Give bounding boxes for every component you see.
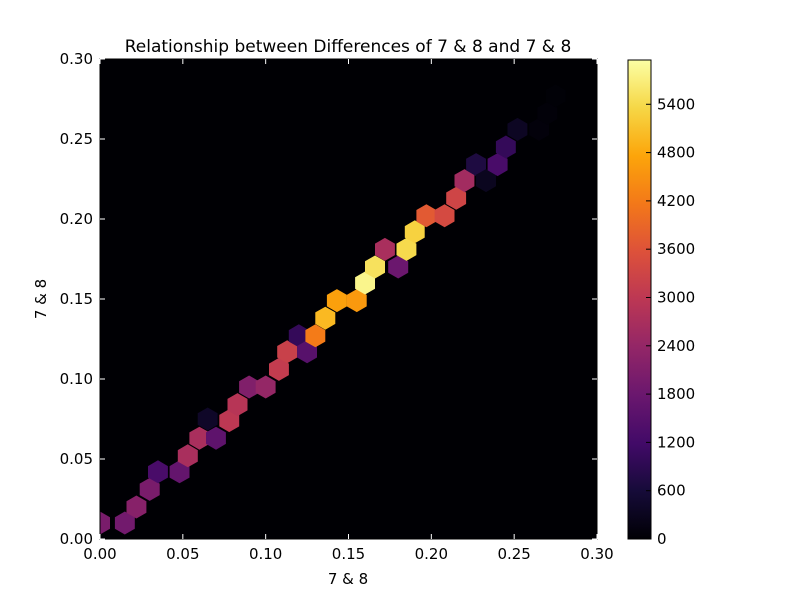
hexbin-cell-6	[177, 444, 198, 468]
x-tick-label: 0.15	[332, 545, 365, 563]
hexbin-cell-9	[206, 426, 226, 450]
x-axis-label: 7 & 8	[328, 570, 368, 588]
hexbin-cell-4	[148, 460, 168, 484]
hexbin-cell-30	[446, 186, 467, 210]
colorbar-tick-label: 2400	[657, 337, 695, 355]
y-tick-label: 0.15	[60, 290, 93, 308]
colorbar-ticks: 0 600 1200 1800 2400 3000 3600 4200 4800 5400	[646, 95, 695, 548]
hexbin-cell-28	[416, 204, 437, 228]
hexbin-cell-20	[326, 289, 347, 313]
hexbin-cell-24	[375, 237, 395, 261]
hexbin-cell-38	[537, 101, 558, 125]
hexbin-cell-25	[388, 255, 409, 279]
hexbin-cell-7	[189, 426, 210, 450]
x-tick-label: 0.05	[166, 545, 199, 563]
colorbar-tick-label: 4200	[657, 192, 695, 210]
hexbin-cell-5	[169, 460, 190, 484]
hexbin-cell-21	[346, 289, 367, 313]
hexbin-cell-19	[315, 306, 336, 330]
hexbin-cell-2	[126, 495, 147, 519]
y-axis-label: 7 & 8	[32, 279, 50, 319]
y-tick-label: 0.25	[60, 130, 93, 148]
hexbin-cell-26	[396, 237, 417, 261]
hexbin-cell-10	[219, 409, 240, 433]
hexbin-cell-33	[476, 169, 496, 193]
y-tick-label: 0.20	[60, 210, 93, 228]
colorbar-tick-label: 1200	[657, 433, 695, 451]
hexbin-cell-29	[434, 204, 455, 228]
colorbar-tick-label: 3600	[657, 240, 695, 258]
hexbin-cell-11	[227, 393, 248, 417]
hexbin-cell-18	[305, 324, 326, 348]
hexbin-cell-12	[239, 375, 260, 399]
colorbar-tick-label: 600	[657, 482, 686, 500]
x-tick-label: 0.25	[497, 545, 530, 563]
y-tick-label: 0.00	[60, 530, 93, 548]
hexbin-cell-39	[545, 84, 566, 108]
hexbin-cell-34	[487, 153, 508, 177]
hexbin-cell-0	[100, 511, 110, 535]
y-axis: 0.00 0.05 0.10 0.15 0.20 0.25 0.30	[60, 50, 597, 548]
x-tick-label: 0.30	[580, 545, 613, 563]
hexbin-cell-27	[404, 220, 425, 244]
x-axis: 0.00 0.05 0.10 0.15 0.20 0.25 0.30	[83, 59, 614, 563]
hexbin-cell-23	[365, 255, 385, 279]
hexbin-cell-17	[297, 340, 317, 364]
y-tick-label: 0.10	[60, 370, 93, 388]
x-tick-label: 0.10	[249, 545, 282, 563]
hexbin-cell-13	[255, 375, 276, 399]
hexbin-cell-31	[454, 169, 475, 193]
hexbin-cell-16	[288, 324, 309, 348]
colorbar-tick-label: 0	[657, 530, 667, 548]
hexbin-cell-37	[529, 117, 549, 141]
hexbin-cell-1	[114, 511, 135, 535]
colorbar-tick-label: 3000	[657, 288, 695, 306]
hexbin-cell-15	[277, 340, 298, 364]
colorbar-tick-label: 4800	[657, 144, 695, 162]
hexbin-cell-8	[197, 407, 218, 431]
y-tick-label: 0.30	[60, 50, 93, 68]
hexbin-cell-32	[466, 153, 486, 177]
hexbin-cell-22	[355, 271, 375, 295]
colorbar-tick-label: 1800	[657, 385, 695, 403]
chart-title: Relationship between Differences of 7 & …	[125, 37, 572, 57]
colorbar-gradient	[627, 59, 652, 540]
colorbar-tick-label: 5400	[657, 95, 695, 113]
y-tick-label: 0.05	[60, 450, 93, 468]
x-tick-label: 0.20	[415, 545, 448, 563]
hexbin-cell-35	[495, 135, 516, 159]
hexbin-cell-14	[269, 357, 289, 381]
colorbar: 0 600 1200 1800 2400 3000 3600 4200 4800 5400	[627, 59, 695, 548]
hexbin-cells	[100, 84, 566, 535]
hexbin-cell-36	[507, 117, 528, 141]
plot-area	[99, 58, 598, 540]
x-tick-label: 0.00	[83, 545, 116, 563]
hexbin-cell-3	[139, 477, 160, 501]
